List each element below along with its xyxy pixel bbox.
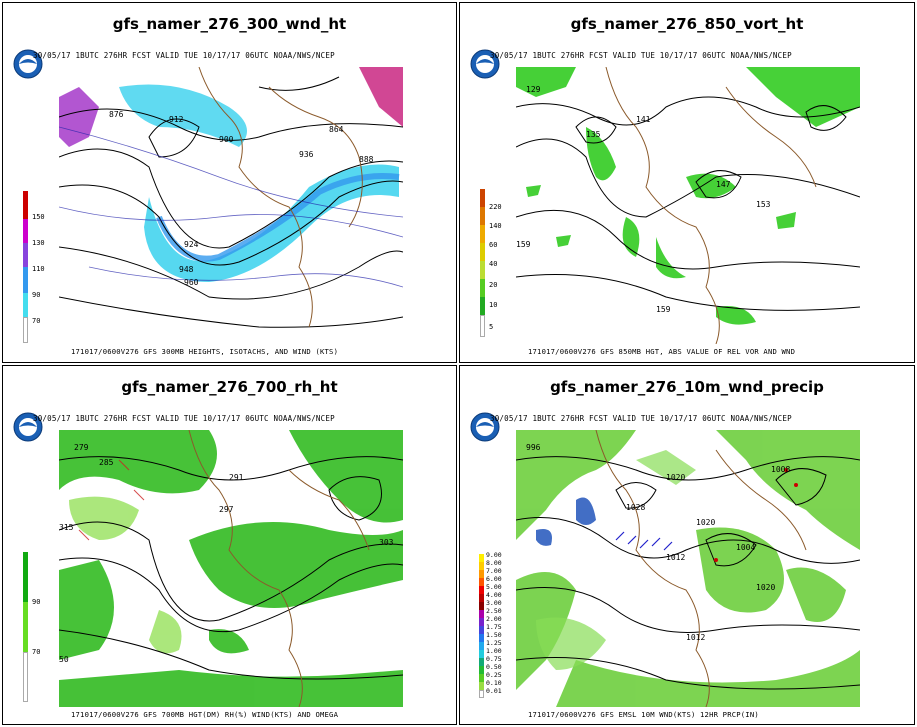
colorbar [479, 554, 484, 698]
legend-label: 3.00 [486, 599, 502, 607]
height-label: 1020 [696, 518, 715, 527]
legend-label: 7.00 [486, 567, 502, 575]
height-label: 159 [656, 305, 671, 314]
height-label: 864 [329, 125, 344, 134]
legend-label: 110 [32, 265, 45, 273]
legend-label: 8.00 [486, 559, 502, 567]
legend-label: 2.00 [486, 615, 502, 623]
colorbar [480, 189, 485, 337]
legend-label: 1.50 [486, 631, 502, 639]
legend-label: 1.25 [486, 639, 502, 647]
legend-label: 130 [32, 239, 45, 247]
legend-label: 70 [32, 648, 41, 656]
height-label: 285 [99, 458, 114, 467]
panel-850mb-vort: gfs_namer_276_850_vort_ht 30/05/17 1BUTC… [459, 2, 915, 363]
weather-map: 129 135 141 153 147 159 159 [516, 67, 860, 344]
legend-label: 0.01 [486, 687, 502, 695]
legend-label: 9.00 [486, 551, 502, 559]
height-label: 900 [219, 135, 234, 144]
height-label: 1004 [736, 543, 755, 552]
legend-label: 0.10 [486, 679, 502, 687]
noaa-logo-icon [13, 49, 43, 79]
noaa-logo-icon [470, 412, 500, 442]
legend-label: 90 [32, 291, 41, 299]
legend-label: 40 [489, 260, 498, 268]
height-label: 129 [526, 85, 541, 94]
height-label: 1028 [626, 503, 645, 512]
legend-label: 150 [32, 213, 45, 221]
legend-label: 0.25 [486, 671, 502, 679]
panel-header: 30/05/17 1BUTC 276HR FCST VALID TUE 10/1… [33, 414, 335, 423]
legend-label: 20 [489, 281, 498, 289]
colorbar [23, 191, 28, 343]
panel-title: gfs_namer_276_300_wnd_ht [112, 15, 347, 33]
noaa-logo-icon [13, 412, 43, 442]
height-label: 297 [219, 505, 234, 514]
height-label: 960 [184, 278, 199, 287]
height-label: 1020 [666, 473, 685, 482]
height-label: 912 [169, 115, 184, 124]
panel-footer: 171017/0600V276 GFS EMSL 10M WND(KTS) 12… [528, 710, 759, 719]
height-label: 888 [359, 155, 374, 164]
height-label: 291 [229, 473, 244, 482]
panel-title: gfs_namer_276_700_rh_ht [121, 378, 338, 396]
height-label: 1012 [666, 553, 685, 562]
height-label: 279 [74, 443, 89, 452]
height-label: 876 [109, 110, 124, 119]
height-label: 141 [636, 115, 651, 124]
weather-map: 1012 1020 1020 1028 1004 1020 1012 996 1… [516, 430, 860, 707]
height-label: 147 [716, 180, 731, 189]
height-label: 996 [526, 443, 541, 452]
panel-title: gfs_namer_276_850_vort_ht [570, 15, 804, 33]
height-label: 303 [379, 538, 394, 547]
height-label: 936 [299, 150, 314, 159]
height-label: 159 [516, 240, 531, 249]
legend-label: 1.00 [486, 647, 502, 655]
legend-label: 1.75 [486, 623, 502, 631]
legend-label: 4.00 [486, 591, 502, 599]
panel-footer: 171017/0600V276 GFS 850MB HGT, ABS VALUE… [528, 347, 796, 356]
panel-footer: 171017/0600V276 GFS 300MB HEIGHTS, ISOTA… [71, 347, 339, 356]
height-label: 1008 [771, 465, 790, 474]
legend-label: 0.50 [486, 663, 502, 671]
panel-footer: 171017/0600V276 GFS 700MB HGT(DM) RH(%) … [71, 710, 339, 719]
legend-label: 2.50 [486, 607, 502, 615]
legend-label: 5 [489, 323, 494, 331]
panel-700mb-rh: gfs_namer_276_700_rh_ht 30/05/17 1BUTC 2… [2, 365, 457, 725]
height-label: 948 [179, 265, 194, 274]
legend-label: 140 [489, 222, 502, 230]
panel-10m-wind-precip: gfs_namer_276_10m_wnd_precip 30/05/17 1B… [459, 365, 915, 725]
panel-header: 30/05/17 1BUTC 276HR FCST VALID TUE 10/1… [490, 414, 792, 423]
panel-300mb-wind: gfs_namer_276_300_wnd_ht 30/05/17 1BUTC … [2, 2, 457, 363]
legend-label: 70 [32, 317, 41, 325]
height-label: 153 [756, 200, 771, 209]
height-label: 1012 [686, 633, 705, 642]
weather-map: 876 912 900 936 864 888 924 948 960 [59, 67, 403, 344]
height-label: 924 [184, 240, 199, 249]
panel-title: gfs_namer_276_10m_wnd_precip [550, 378, 824, 396]
noaa-logo-icon [470, 49, 500, 79]
legend-label: 0.75 [486, 655, 502, 663]
legend-label: 220 [489, 203, 502, 211]
legend-label: 90 [32, 598, 41, 606]
legend-label: 60 [489, 241, 498, 249]
height-label: 1020 [756, 583, 775, 592]
legend-label: 6.00 [486, 575, 502, 583]
panel-header: 30/05/17 1BUTC 276HR FCST VALID TUE 10/1… [33, 51, 335, 60]
height-label: 50 [59, 655, 69, 664]
colorbar [23, 552, 28, 702]
height-label: 315 [59, 523, 74, 532]
legend-label: 10 [489, 301, 498, 309]
panel-header: 30/05/17 1BUTC 276HR FCST VALID TUE 10/1… [490, 51, 792, 60]
legend-label: 5.00 [486, 583, 502, 591]
height-label: 135 [586, 130, 601, 139]
weather-map: 279 285 291 297 303 315 50 [59, 430, 403, 707]
